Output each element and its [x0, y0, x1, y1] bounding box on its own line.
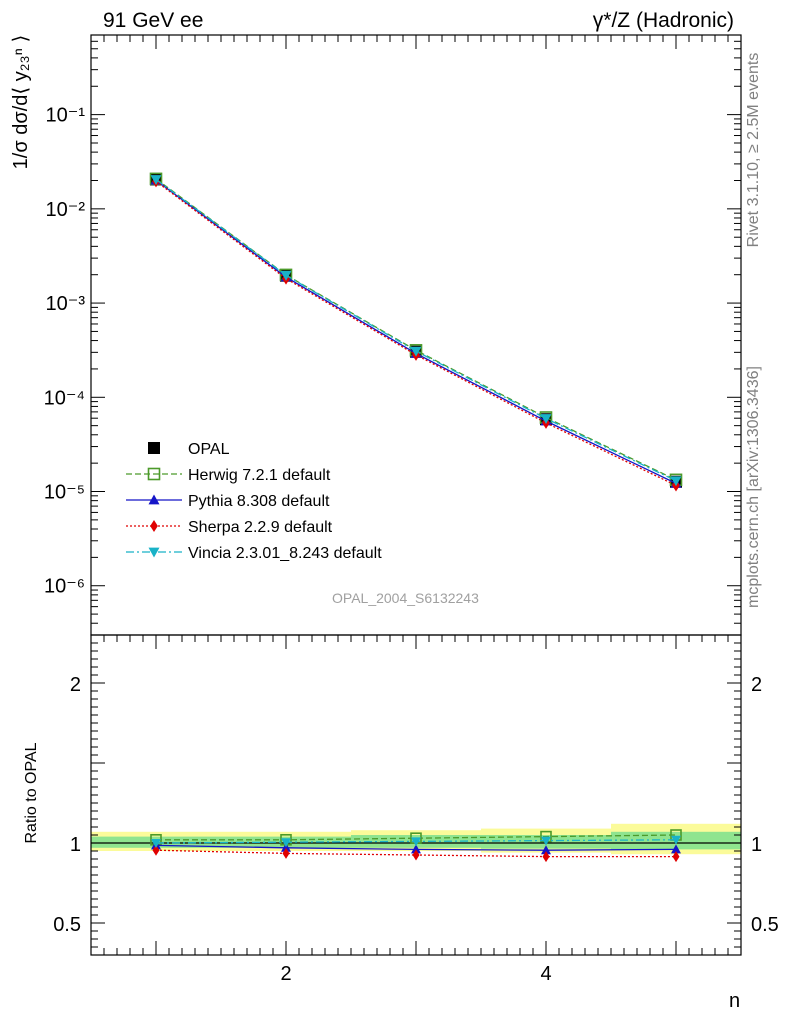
- x-axis-title: n: [729, 990, 741, 1012]
- rivet-version-label: Rivet 3.1.10, ≥ 2.5M events: [745, 52, 762, 248]
- legend-label-herwig: Herwig 7.2.1 default: [188, 467, 331, 484]
- ratio-line-herwig: [156, 834, 677, 841]
- analysis-label: OPAL_2004_S6132243: [332, 590, 479, 606]
- ratio-y-tick-label: 1: [70, 834, 81, 856]
- point-vincia: [280, 270, 292, 281]
- main-y-tick-label: 10⁻²: [46, 199, 86, 221]
- legend-marker-vincia: [148, 547, 160, 558]
- ratio-point-vincia: [151, 839, 161, 848]
- legend-label-sherpa: Sherpa 2.2.9 default: [188, 519, 333, 536]
- legend-marker-sherpa: [150, 519, 158, 533]
- ratio-point-vincia: [541, 836, 551, 846]
- series-line-pythia: [155, 179, 677, 484]
- legend-label-opal: OPAL: [188, 441, 230, 458]
- main-y-axis-title: 1/σ dσ/d⟨ y₂₃ⁿ ⟩: [10, 34, 32, 170]
- ratio-point-pythia: [281, 842, 291, 852]
- ratio-frame: [90, 634, 742, 956]
- ratio-y-tick-label: 2: [70, 674, 81, 696]
- ratio-y-tick-label-right: 1: [751, 834, 762, 856]
- legend-marker-herwig: [147, 467, 161, 481]
- ratio-point-vincia: [671, 835, 681, 845]
- x-tick-label: 2: [280, 963, 291, 985]
- main-y-tick-label: 10⁻³: [46, 293, 86, 315]
- main-y-tick-label: 10⁻⁴: [44, 387, 85, 409]
- legend-label-vincia: Vincia 2.3.01_8.243 default: [188, 545, 382, 562]
- legend-marker-opal: [148, 442, 160, 454]
- ratio-y-tick-label-right: 0.5: [751, 914, 779, 936]
- series-line-herwig: [155, 178, 677, 481]
- legend-label-pythia: Pythia 8.308 default: [188, 493, 330, 510]
- point-vincia: [410, 346, 422, 357]
- point-vincia: [540, 414, 552, 425]
- ratio-y-tick-label-right: 2: [751, 674, 762, 696]
- series-line-vincia: [155, 178, 677, 482]
- mcplots-label: mcplots.cern.ch [arXiv:1306.3436]: [745, 366, 762, 608]
- ratio-y-tick-label: 0.5: [53, 914, 81, 936]
- ratio-point-sherpa: [542, 851, 550, 863]
- ratio-y-axis-title: Ratio to OPAL: [23, 742, 40, 844]
- main-panel: 10⁻⁶ 10⁻⁵ 10⁻⁴ 10⁻³ 10⁻² 10⁻¹: [44, 34, 742, 636]
- ratio-point-vincia: [411, 837, 421, 847]
- ratio-point-sherpa: [672, 851, 680, 863]
- ratio-point-pythia: [411, 844, 421, 854]
- ratio-panel: 0.5 0.5 1 1 2 2 2 4: [53, 634, 779, 985]
- legend-marker-pythia: [148, 494, 160, 505]
- ratio-point-vincia: [281, 838, 291, 848]
- point-vincia: [670, 476, 682, 487]
- header-right: γ*/Z (Hadronic): [592, 9, 734, 32]
- main-y-tick-label: 10⁻⁶: [44, 576, 85, 598]
- ratio-point-pythia: [541, 845, 551, 855]
- header-left: 91 GeV ee: [103, 9, 204, 32]
- point-vincia: [150, 175, 162, 185]
- main-y-tick-label: 10⁻¹: [46, 105, 86, 127]
- ratio-point-sherpa: [282, 847, 290, 859]
- series-line-sherpa: [155, 180, 677, 487]
- main-y-tick-label: 10⁻⁵: [44, 482, 85, 504]
- x-tick-label: 4: [540, 963, 551, 985]
- legend: OPAL Herwig 7.2.1 default Pythia 8.308 def…: [126, 441, 382, 562]
- ratio-point-sherpa: [152, 844, 160, 856]
- ratio-point-pythia: [671, 844, 681, 854]
- ratio-point-sherpa: [412, 849, 420, 861]
